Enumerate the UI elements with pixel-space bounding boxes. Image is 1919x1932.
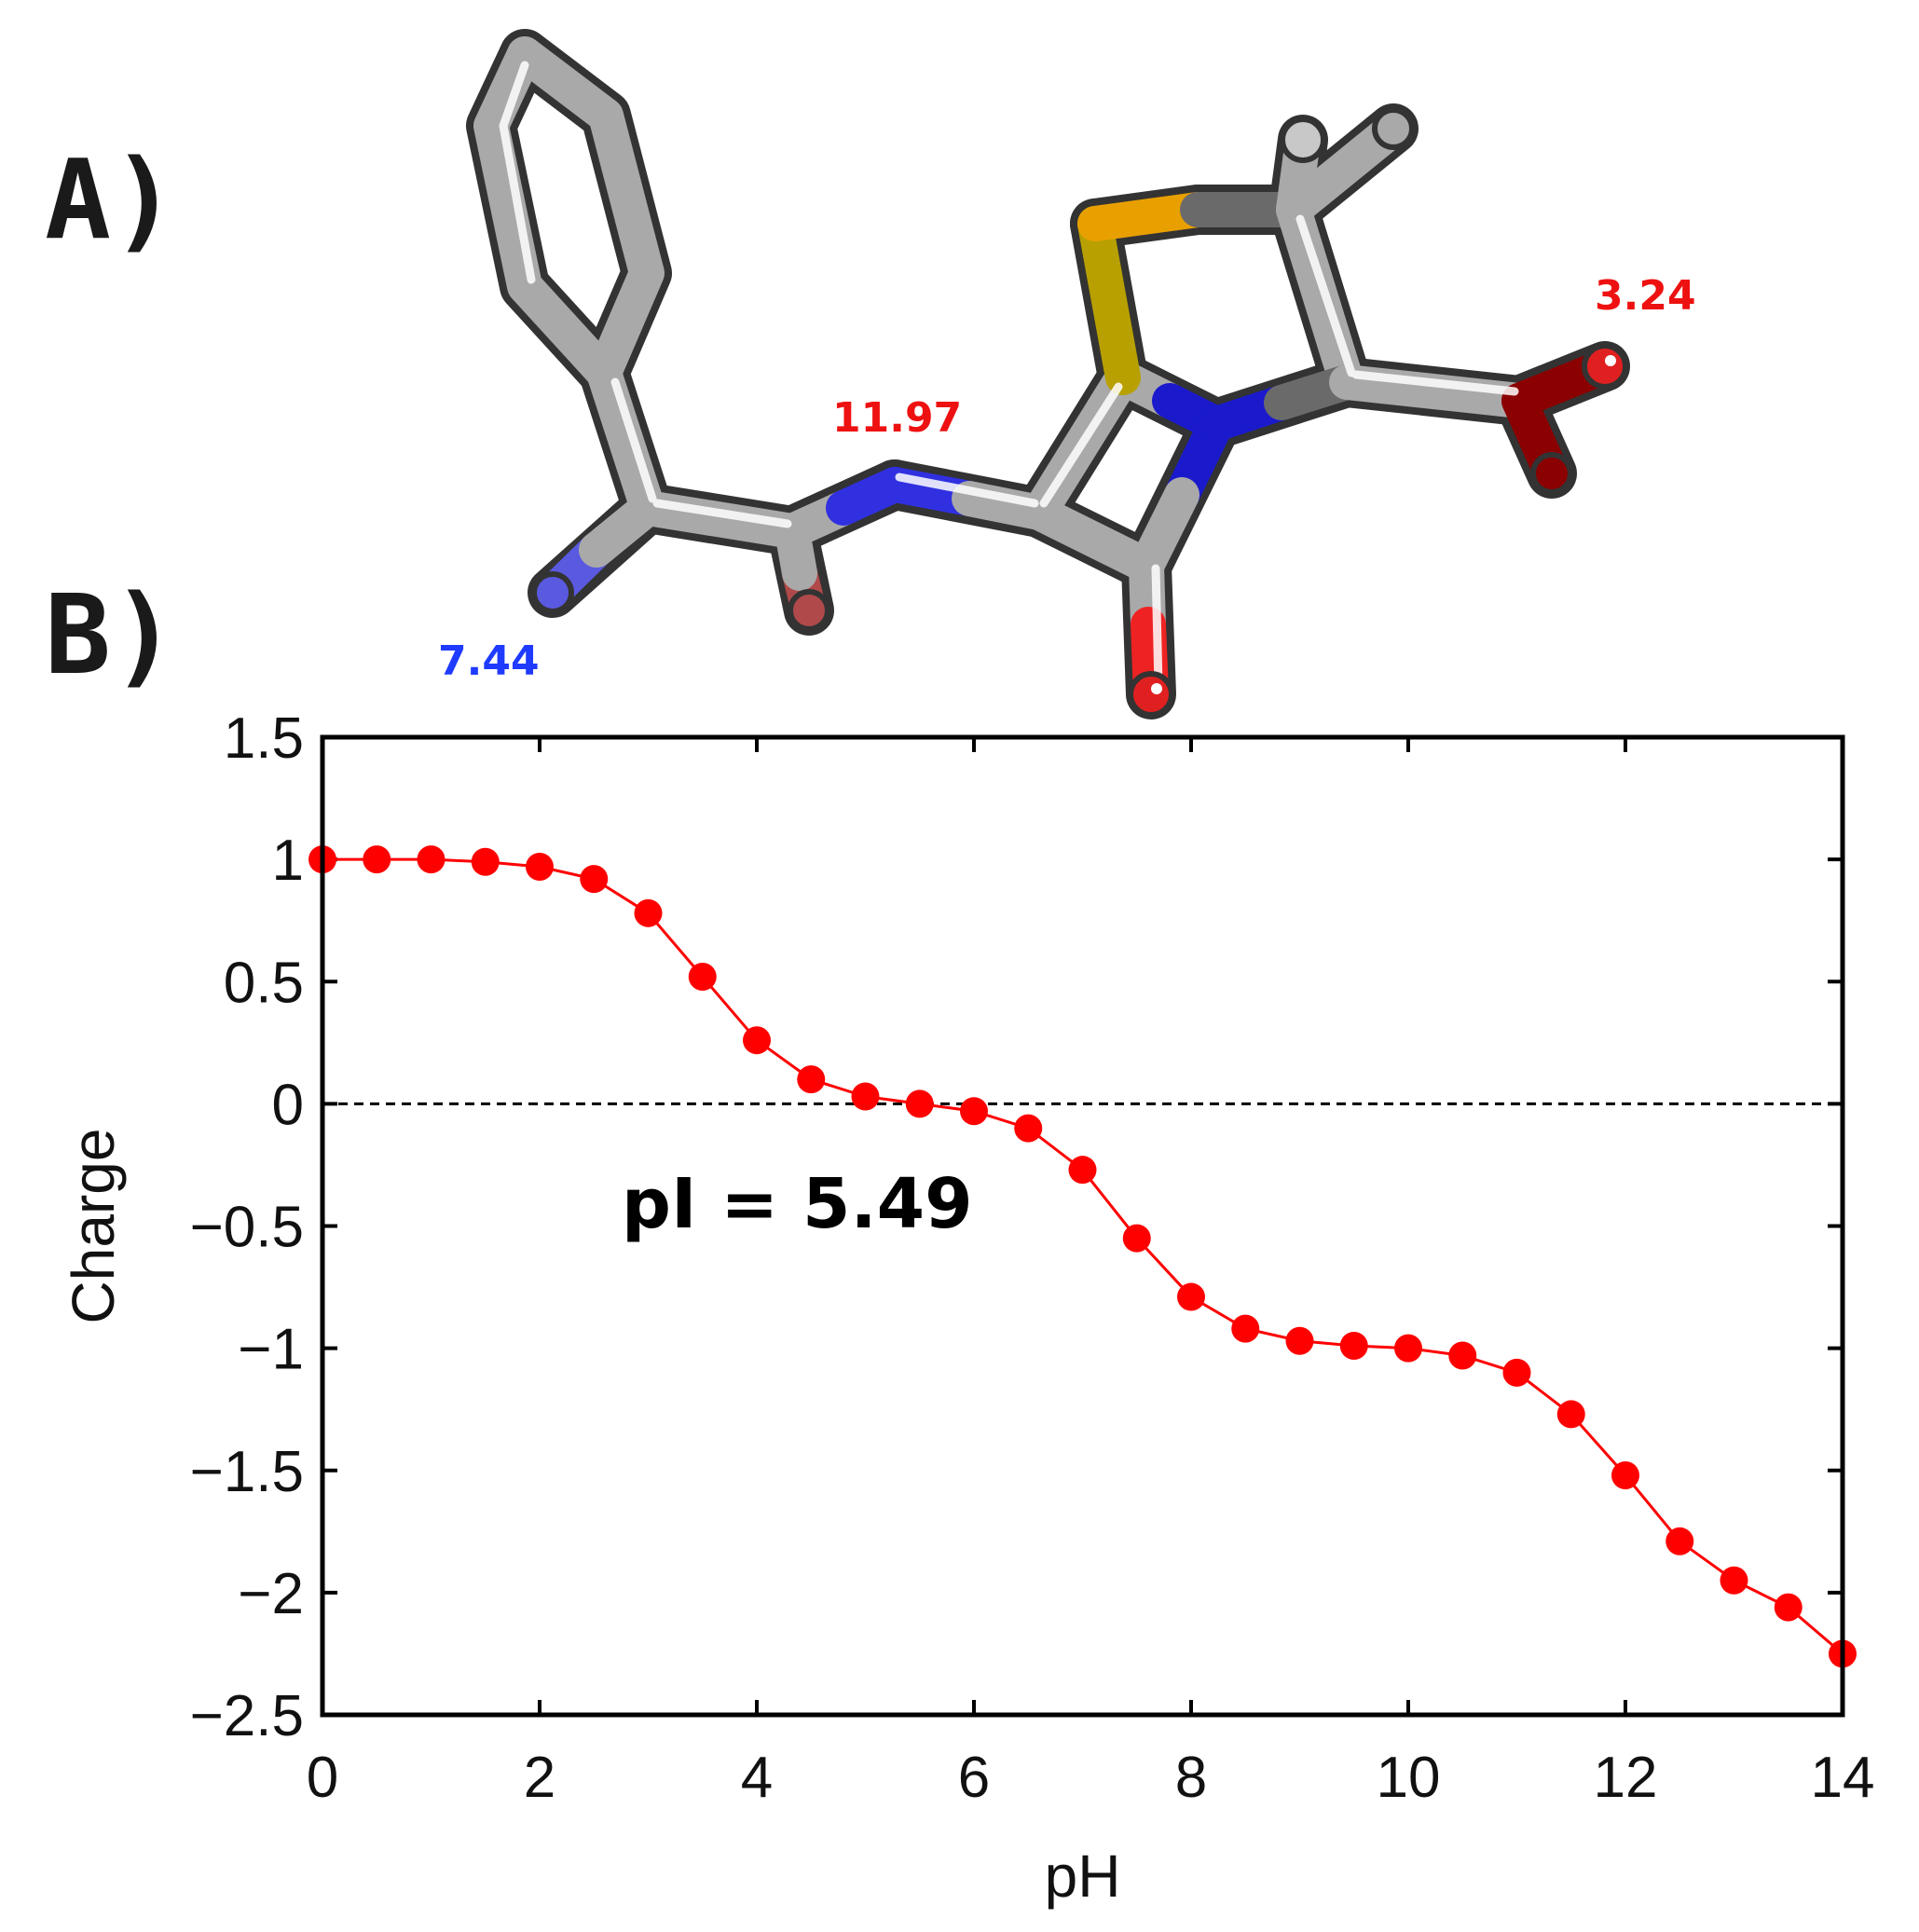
data-point	[905, 1089, 934, 1118]
data-point	[1720, 1566, 1748, 1595]
y-tick-label: −1.5	[190, 1440, 304, 1504]
data-point	[1014, 1114, 1043, 1143]
data-point	[1665, 1527, 1694, 1555]
data-point	[1556, 1400, 1585, 1429]
x-tick-label: 14	[1811, 1746, 1875, 1810]
molecule-highlights	[499, 61, 1519, 690]
data-point	[1394, 1334, 1422, 1363]
y-tick-label: 1.5	[224, 706, 304, 771]
data-point	[743, 1026, 771, 1055]
charge-vs-ph-chart: 0 2 4 6 8 10 12 14 1.510.50−0.5−1−1.5−2−2.5 pH …	[60, 706, 1874, 1910]
y-tick-label: −0.5	[190, 1196, 304, 1260]
data-point	[1502, 1358, 1531, 1387]
y-tick-label: −1	[238, 1318, 304, 1382]
data-point	[1339, 1332, 1368, 1361]
data-point	[580, 865, 609, 894]
data-point	[797, 1065, 826, 1094]
x-axis-ticks	[321, 737, 1844, 1715]
data-point	[1448, 1341, 1477, 1370]
panel-label-b: B)	[45, 570, 177, 699]
y-tick-labels: 1.5 1 0.5 0 −0.5 −1 −1.5 −2 −2.5	[190, 706, 304, 1748]
data-point	[1177, 1282, 1205, 1311]
y-tick-label: 1	[272, 829, 304, 893]
x-tick-label: 6	[958, 1746, 990, 1810]
x-tick-label: 8	[1175, 1746, 1207, 1810]
data-point	[851, 1082, 880, 1111]
data-point	[1774, 1593, 1802, 1622]
data-point	[1068, 1156, 1097, 1185]
x-tick-label: 12	[1594, 1746, 1658, 1810]
y-tick-label: 0	[272, 1073, 304, 1137]
y-tick-label: 0.5	[224, 951, 304, 1015]
y-tick-label: −2	[238, 1562, 304, 1626]
data-point	[363, 845, 391, 874]
data-point	[417, 845, 445, 874]
panel-label-a: A)	[45, 135, 177, 264]
y-axis-label: Charge	[60, 1129, 127, 1324]
molecule-bonds	[473, 36, 1623, 712]
charge-series-line	[322, 857, 1844, 1655]
data-point	[1611, 1460, 1639, 1489]
data-point	[634, 898, 663, 927]
pka-label-amine: 7.44	[438, 637, 540, 685]
pka-label-amide: 11.97	[832, 394, 962, 442]
data-point	[1285, 1326, 1314, 1355]
x-axis-label: pH	[1045, 1843, 1121, 1910]
data-point	[471, 847, 500, 876]
x-tick-label: 0	[307, 1746, 338, 1810]
pka-label-carboxyl: 3.24	[1595, 272, 1696, 320]
data-point	[1122, 1224, 1151, 1253]
data-point	[960, 1097, 988, 1126]
x-tick-label: 10	[1377, 1746, 1441, 1810]
y-axis-ticks	[322, 735, 1843, 1717]
plot-frame	[320, 734, 1845, 1718]
y-tick-label: −2.5	[190, 1684, 304, 1748]
molecule-atoms	[531, 107, 1628, 718]
charge-series-points	[308, 845, 1857, 1668]
data-point	[526, 852, 554, 881]
x-tick-label: 2	[524, 1746, 555, 1810]
x-tick-labels: 0 2 4 6 8 10 12 14	[307, 1746, 1875, 1810]
data-point	[1231, 1314, 1260, 1343]
x-tick-label: 4	[741, 1746, 773, 1810]
data-point	[688, 963, 717, 992]
pi-annotation: pI = 5.49	[622, 1164, 973, 1244]
molecule-model	[466, 29, 1630, 719]
